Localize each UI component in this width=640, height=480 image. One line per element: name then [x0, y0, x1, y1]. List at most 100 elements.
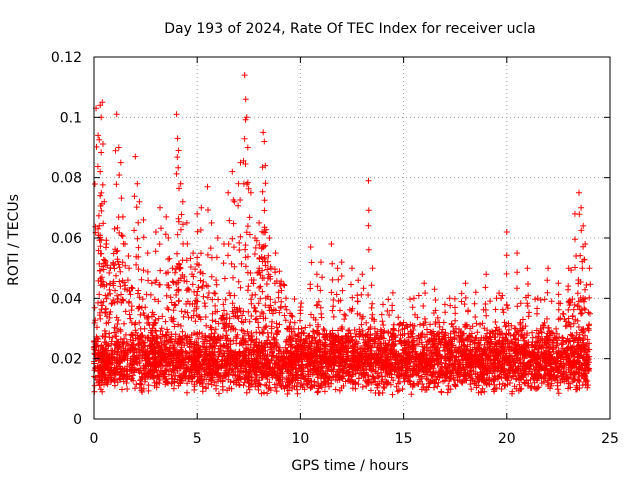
data-point	[415, 292, 422, 299]
data-point	[291, 296, 298, 302]
data-point	[242, 316, 249, 323]
data-point	[92, 317, 99, 324]
data-point	[329, 307, 336, 314]
data-point	[577, 310, 584, 317]
data-point	[346, 327, 353, 334]
data-point	[241, 379, 248, 386]
data-point	[395, 314, 402, 321]
data-point	[101, 327, 108, 334]
data-point	[326, 383, 332, 390]
data-point	[183, 278, 190, 285]
data-point	[213, 277, 220, 284]
data-point	[137, 311, 144, 318]
data-point	[346, 306, 353, 313]
data-point	[124, 357, 131, 364]
data-point	[529, 334, 536, 341]
data-point	[330, 313, 337, 320]
data-point	[211, 330, 218, 337]
data-point	[501, 319, 508, 326]
data-point	[306, 332, 313, 339]
data-point	[184, 389, 190, 396]
data-point	[261, 355, 268, 362]
data-point	[337, 307, 343, 314]
data-point	[308, 311, 314, 318]
data-point	[487, 298, 494, 305]
data-point	[119, 233, 126, 240]
data-point	[517, 386, 524, 393]
data-point	[368, 304, 375, 311]
data-point	[103, 295, 110, 302]
data-point	[559, 341, 566, 348]
data-point	[491, 381, 498, 388]
data-point	[295, 332, 301, 339]
data-point	[454, 377, 461, 384]
data-point	[465, 308, 471, 315]
data-point	[175, 286, 182, 293]
data-point	[187, 264, 194, 270]
data-point	[263, 281, 270, 287]
data-point	[330, 297, 337, 303]
data-point	[246, 386, 253, 393]
data-point	[389, 391, 396, 398]
data-point	[548, 298, 555, 305]
data-point	[209, 317, 216, 324]
data-point	[448, 320, 455, 327]
data-point	[291, 319, 298, 326]
data-point	[245, 341, 251, 348]
data-point	[509, 388, 516, 395]
data-point	[385, 296, 392, 303]
data-point	[113, 272, 119, 279]
data-point	[438, 388, 445, 395]
data-point	[581, 298, 587, 305]
data-point	[407, 296, 413, 303]
data-point	[114, 292, 121, 299]
data-point	[125, 253, 132, 259]
data-point	[579, 265, 586, 272]
data-point	[431, 384, 437, 391]
data-point	[145, 387, 152, 394]
data-point	[223, 332, 230, 339]
data-point	[575, 324, 582, 330]
data-point	[248, 300, 255, 307]
data-point	[202, 332, 209, 339]
data-point	[434, 314, 441, 321]
data-point	[390, 321, 397, 328]
data-point	[138, 370, 145, 377]
data-point	[532, 296, 539, 303]
data-point	[137, 325, 144, 332]
data-point	[264, 329, 271, 336]
data-point	[163, 292, 170, 299]
data-point	[205, 290, 212, 296]
data-point	[263, 382, 270, 389]
data-point	[341, 316, 348, 323]
data-point	[524, 382, 531, 389]
data-point	[229, 300, 236, 307]
data-point	[259, 288, 266, 295]
data-point	[332, 386, 339, 393]
data-point	[243, 389, 250, 396]
data-point	[185, 285, 191, 292]
data-point	[439, 326, 446, 333]
data-point	[262, 302, 269, 309]
data-point	[432, 373, 438, 380]
data-point	[109, 334, 116, 341]
data-points	[91, 72, 594, 398]
data-point	[145, 382, 152, 389]
data-point	[499, 306, 506, 313]
data-point	[115, 295, 121, 302]
grid-lines	[94, 57, 610, 419]
data-point	[584, 384, 591, 391]
data-point	[124, 386, 131, 392]
data-point	[164, 305, 171, 311]
data-point	[554, 340, 561, 347]
data-point	[553, 330, 560, 337]
data-point	[547, 336, 554, 343]
data-point	[499, 292, 506, 299]
data-point	[276, 268, 283, 275]
data-point	[234, 331, 241, 338]
data-point	[111, 299, 118, 306]
data-point	[273, 388, 280, 395]
data-point	[97, 386, 104, 393]
data-point	[203, 322, 210, 329]
data-point	[245, 283, 252, 290]
